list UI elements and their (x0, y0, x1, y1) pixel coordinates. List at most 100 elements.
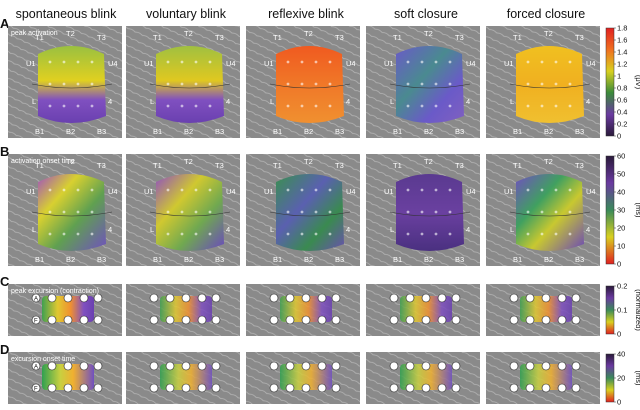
marker-circle (509, 361, 519, 371)
electrode-label-right: 4 (226, 97, 230, 106)
electrode-dot (434, 210, 438, 214)
eyelid-line (389, 83, 471, 89)
panel-D-2 (246, 352, 360, 404)
electrode-label-left: L (32, 225, 36, 234)
electrode-label-top: T3 (97, 33, 106, 42)
electrode-label-top: T1 (273, 33, 282, 42)
marker-circle (451, 293, 461, 303)
electrode-label-bottom: B1 (153, 127, 162, 136)
marker-circle (93, 361, 103, 371)
electrode-label-left: U1 (144, 187, 154, 196)
electrode-label-right: 4 (108, 225, 112, 234)
marker-circle (63, 361, 73, 371)
colorbar-tick-label: 1.4 (617, 48, 627, 57)
electrode-label-bottom: B1 (393, 127, 402, 136)
colorbar-tick-label: 30 (617, 206, 625, 215)
marker-circle (301, 315, 311, 325)
marker-circle (149, 293, 159, 303)
electrode-dot (568, 82, 572, 86)
electrode-label-bottom: B2 (66, 255, 75, 264)
colorbar-tick-label: 60 (617, 152, 625, 161)
marker-circle (389, 293, 399, 303)
eyelid-line (149, 83, 231, 89)
colorbar-tick-label: 0.2 (617, 282, 627, 291)
electrode-dot (406, 188, 410, 192)
marker-circle (211, 293, 221, 303)
colorbar-tick-label: 20 (617, 374, 625, 383)
electrode-label-left: U1 (144, 59, 154, 68)
colorbar-D (605, 353, 615, 403)
electrode-dot (420, 104, 424, 108)
marker-circle (301, 293, 311, 303)
electrode-label-bottom: B3 (575, 255, 584, 264)
electrode-dot (62, 188, 66, 192)
electrode-label-bottom: B2 (184, 255, 193, 264)
marker-circle (63, 315, 73, 325)
electrode-dot (448, 210, 452, 214)
excursion-region (160, 364, 212, 390)
heatmap-region (38, 174, 106, 251)
marker-circle (47, 383, 57, 393)
electrode-label-bottom: B1 (153, 255, 162, 264)
electrode-label-bottom: B2 (544, 127, 553, 136)
panel-D-3 (366, 352, 480, 404)
electrode-label-right: U4 (108, 59, 118, 68)
electrode-dot (208, 60, 212, 64)
electrode-label-right: U4 (466, 187, 476, 196)
eyelid-line (31, 83, 113, 89)
electrode-label-bottom: B1 (273, 127, 282, 136)
electrode-dot (448, 82, 452, 86)
marker-label: F (34, 387, 38, 393)
electrode-label-top: T2 (424, 157, 433, 166)
electrode-label-left: U1 (504, 187, 514, 196)
marker-circle (557, 361, 567, 371)
marker-circle (285, 361, 295, 371)
electrode-dot (166, 232, 170, 236)
electrode-dot (568, 104, 572, 108)
electrode-dot (48, 104, 52, 108)
marker-circle (31, 315, 41, 325)
electrode-label-bottom: B3 (575, 127, 584, 136)
electrode-label-left: L (270, 225, 274, 234)
electrode-dot (90, 60, 94, 64)
heatmap-region (156, 174, 224, 251)
electrode-dot (540, 188, 544, 192)
electrode-label-bottom: B2 (544, 255, 553, 264)
electrode-dot (526, 104, 530, 108)
electrode-label-top: T2 (424, 29, 433, 38)
electrode-label-bottom: B2 (184, 127, 193, 136)
electrode-label-left: U1 (26, 187, 36, 196)
electrode-dot (420, 60, 424, 64)
marker-circle (93, 315, 103, 325)
electrode-dot (554, 210, 558, 214)
marker-circle (31, 361, 41, 371)
electrode-label-right: 4 (586, 97, 590, 106)
marker-circle (197, 383, 207, 393)
marker-circle (317, 383, 327, 393)
panel-A-1: T1 T2 T3 B1 B2 B3 U1 L U4 4 (126, 26, 240, 138)
colorbar-tick-label: 0 (617, 132, 621, 141)
panel-C-4 (486, 284, 600, 336)
electrode-dot (48, 188, 52, 192)
marker-circle (301, 361, 311, 371)
electrode-dot (208, 210, 212, 214)
marker-circle (181, 315, 191, 325)
electrode-label-top: T2 (66, 157, 75, 166)
electrode-label-bottom: B1 (513, 255, 522, 264)
electrode-label-top: T2 (304, 29, 313, 38)
marker-circle (509, 383, 519, 393)
eyelid-line (389, 211, 471, 217)
electrode-label-top: T1 (393, 33, 402, 42)
marker-circle (317, 361, 327, 371)
column-title-reflexive: reflexive blink (268, 7, 344, 21)
marker-circle (405, 361, 415, 371)
eyelid-line (269, 211, 351, 217)
colorbar-unit: (ms) (634, 371, 640, 386)
electrode-label-right: 4 (346, 97, 350, 106)
marker-circle (47, 361, 57, 371)
marker-circle (317, 293, 327, 303)
marker-circle (47, 315, 57, 325)
electrode-dot (286, 210, 290, 214)
marker-circle (437, 383, 447, 393)
column-title-soft: soft closure (394, 7, 458, 21)
